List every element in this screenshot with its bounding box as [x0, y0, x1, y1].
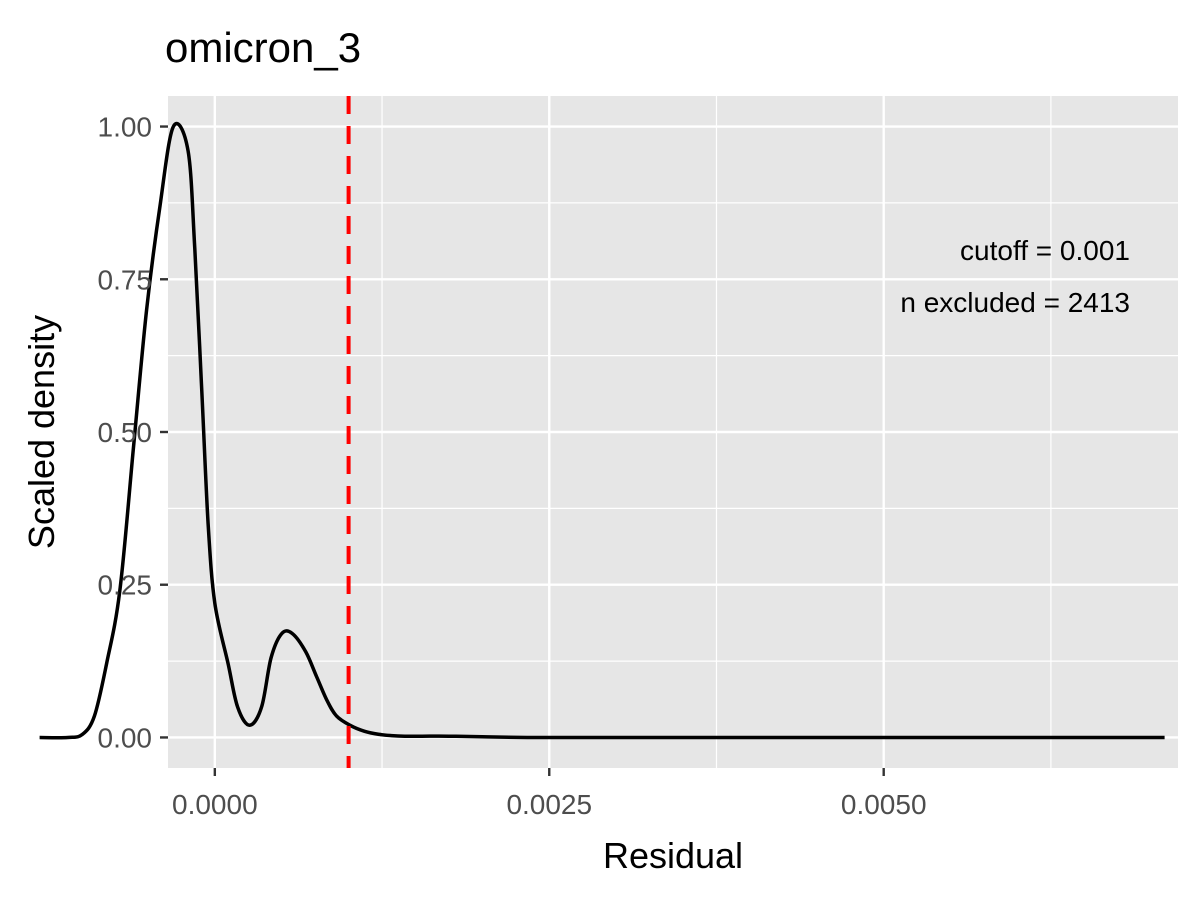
x-axis: 0.0000 0.0025 0.0050: [172, 768, 927, 820]
x-axis-title: Residual: [603, 835, 743, 876]
density-curve: [39, 121, 1165, 740]
y-tick-label: 0.25: [98, 570, 153, 601]
y-tick-label: 0.50: [98, 417, 153, 448]
annotation-n-excluded: n excluded = 2413: [900, 287, 1130, 318]
x-tick-label: 0.0050: [841, 789, 927, 820]
annotation-cutoff: cutoff = 0.001: [960, 235, 1130, 266]
y-tick-label: 0.00: [98, 722, 153, 753]
chart-title: omicron_3: [165, 24, 361, 71]
y-tick-label: 1.00: [98, 112, 153, 143]
y-axis-title: Scaled density: [21, 315, 62, 549]
y-tick-label: 0.75: [98, 264, 153, 295]
x-tick-label: 0.0000: [172, 789, 258, 820]
y-axis: 0.00 0.25 0.50 0.75 1.00: [98, 112, 168, 753]
x-tick-label: 0.0025: [506, 789, 592, 820]
